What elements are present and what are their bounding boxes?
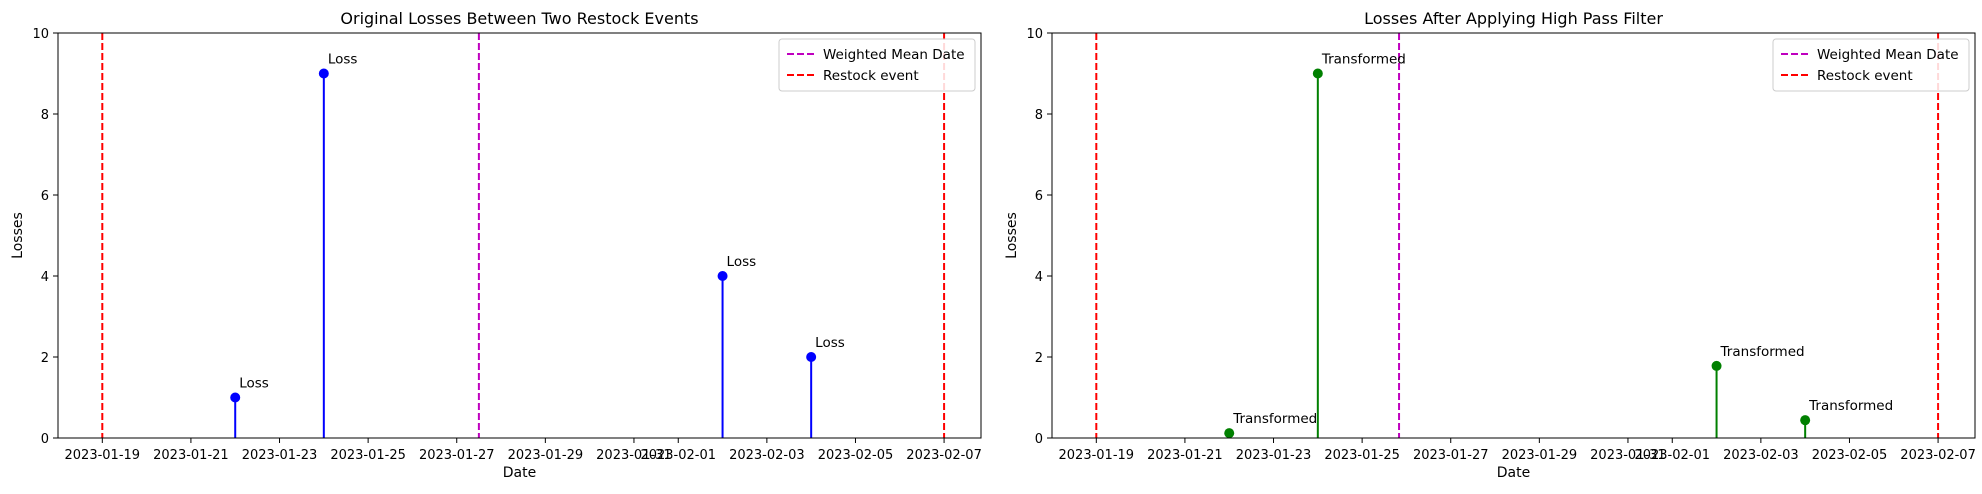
panel-2: Losses After Applying High Pass Filter Da… [1004, 9, 1976, 481]
x-tick-label: 2023-01-25 [1324, 448, 1400, 463]
y-tick-label: 2 [1035, 351, 1043, 366]
legend-label: Restock event [823, 68, 919, 84]
y-tick-label: 0 [41, 432, 49, 447]
y-axis-label: Losses [10, 212, 26, 259]
y-tick-label: 6 [41, 189, 49, 204]
x-tick-label: 2023-01-21 [1147, 448, 1223, 463]
plot-frame [1051, 32, 1976, 439]
legend-label: Restock event [1817, 68, 1913, 84]
point-label: Transformed [1808, 398, 1893, 414]
legend-box [1772, 38, 1970, 92]
x-tick-label: 2023-01-23 [1236, 448, 1312, 463]
chart-title: Losses After Applying High Pass Filter [1364, 9, 1663, 28]
x-tick-label: 2023-01-27 [1413, 448, 1489, 463]
y-tick-label: 6 [1035, 189, 1043, 204]
legend: Weighted Mean Date Restock event [778, 38, 976, 92]
x-tick-label: 2023-01-27 [419, 448, 495, 463]
stem-marker [1800, 415, 1811, 426]
point-label: Transformed [1232, 411, 1317, 427]
x-tick-label: 2023-01-29 [1502, 448, 1578, 463]
stem-marker [1312, 68, 1323, 79]
x-tick-label: 2023-01-19 [65, 448, 141, 463]
y-tick-label: 0 [1035, 432, 1043, 447]
x-tick-label: 2023-02-05 [1812, 448, 1888, 463]
point-label: Transformed [1321, 52, 1406, 68]
x-tick-label: 2023-01-31 [596, 448, 672, 463]
stem-marker [806, 352, 817, 362]
y-tick-label: 10 [32, 27, 49, 42]
x-tick-label: 2023-01-21 [153, 448, 229, 463]
x-axis-label: Date [1497, 465, 1530, 481]
y-tick-label: 8 [41, 108, 49, 123]
x-tick-label: 2023-01-19 [1059, 448, 1135, 463]
legend-label: Weighted Mean Date [823, 47, 965, 63]
x-tick-label: 2023-01-25 [330, 448, 406, 463]
panel-1: Original Losses Between Two Restock Even… [10, 9, 982, 481]
x-tick-label: 2023-02-03 [729, 448, 805, 463]
x-tick-label: 2023-02-01 [1634, 448, 1710, 463]
x-tick-label: 2023-02-01 [640, 448, 716, 463]
y-tick-label: 4 [1035, 270, 1043, 285]
x-tick-label: 2023-02-03 [1723, 448, 1799, 463]
stem-marker [1711, 360, 1722, 371]
y-tick-label: 8 [1035, 108, 1043, 123]
stem-marker [318, 68, 329, 79]
point-label: Loss [815, 335, 845, 351]
x-tick-label: 2023-02-07 [1900, 448, 1976, 463]
stem-marker [1224, 428, 1235, 439]
x-tick-label: 2023-02-07 [906, 448, 982, 463]
point-label: Loss [328, 52, 358, 68]
y-tick-label: 10 [1026, 27, 1043, 42]
x-tick-label: 2023-01-29 [508, 448, 584, 463]
x-axis-label: Date [503, 465, 536, 481]
point-label: Loss [727, 254, 757, 270]
legend-label: Weighted Mean Date [1817, 47, 1959, 63]
stem-marker [230, 392, 241, 403]
chart-title: Original Losses Between Two Restock Even… [340, 9, 698, 28]
stem-marker [717, 271, 728, 281]
legend-box [778, 38, 976, 92]
y-axis-label: Losses [1004, 212, 1020, 259]
x-tick-label: 2023-01-23 [242, 448, 318, 463]
point-label: Transformed [1720, 344, 1805, 360]
legend: Weighted Mean Date Restock event [1772, 38, 1970, 92]
x-tick-label: 2023-01-31 [1590, 448, 1666, 463]
y-tick-label: 4 [41, 270, 49, 285]
x-tick-label: 2023-02-05 [818, 448, 894, 463]
plot-frame [57, 32, 982, 439]
y-tick-label: 2 [41, 351, 49, 366]
point-label: Loss [239, 376, 269, 392]
